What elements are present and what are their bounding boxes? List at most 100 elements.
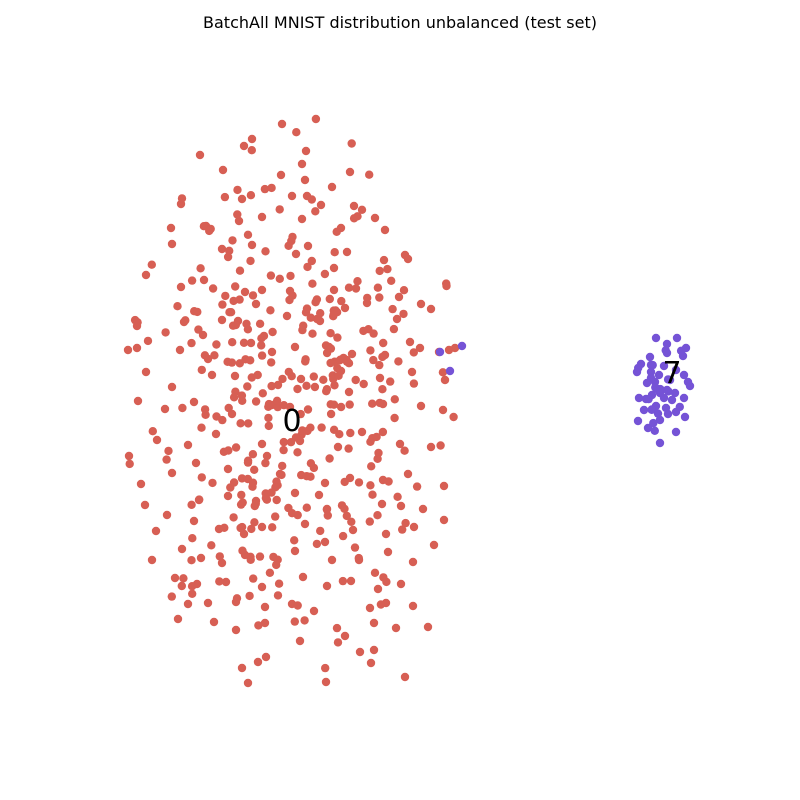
data-point-0: [312, 539, 322, 549]
data-point-0: [220, 192, 230, 202]
data-point-0: [274, 579, 284, 588]
data-point-0: [439, 481, 449, 491]
data-point-0: [344, 387, 354, 397]
data-point-7: [663, 409, 673, 419]
data-point-0: [207, 370, 217, 380]
data-point-0: [378, 385, 387, 394]
data-point-0: [237, 490, 246, 500]
data-point-0: [332, 623, 342, 633]
data-point-7: [457, 341, 467, 351]
data-point-0: [237, 663, 247, 673]
data-point-0: [143, 336, 153, 346]
data-point-0: [197, 473, 206, 482]
data-point-0: [327, 555, 337, 565]
data-point-0: [278, 461, 287, 471]
data-point-0: [257, 522, 267, 532]
data-point-0: [325, 454, 334, 463]
data-point-0: [166, 223, 176, 233]
data-point-0: [188, 589, 197, 598]
data-point-0: [246, 338, 256, 348]
data-point-7: [659, 393, 669, 403]
data-point-0: [226, 483, 235, 492]
data-point-0: [291, 249, 301, 259]
data-point-7: [661, 346, 670, 355]
data-point-0: [272, 560, 281, 570]
data-point-0: [363, 293, 372, 303]
data-point-0: [290, 536, 299, 545]
data-point-0: [416, 401, 426, 411]
data-point-0: [307, 195, 316, 204]
data-point-0: [220, 523, 229, 532]
data-point-7: [662, 339, 672, 349]
chart-title: BatchAll MNIST distribution unbalanced (…: [203, 13, 597, 32]
data-point-0: [345, 167, 355, 177]
data-point-0: [308, 279, 317, 288]
data-point-0: [383, 547, 393, 557]
data-point-0: [260, 602, 270, 612]
data-point-0: [195, 150, 205, 160]
data-point-0: [229, 513, 238, 522]
data-point-0: [376, 600, 386, 609]
data-point-0: [221, 291, 230, 301]
data-point-0: [329, 310, 338, 319]
data-point-0: [301, 357, 310, 366]
data-point-0: [353, 212, 362, 221]
data-point-0: [309, 372, 318, 381]
data-point-0: [233, 210, 242, 219]
data-point-0: [351, 284, 361, 293]
data-point-7: [671, 365, 681, 375]
data-point-0: [365, 170, 374, 179]
data-point-0: [340, 504, 349, 513]
data-point-0: [394, 357, 403, 366]
data-point-7: [679, 370, 689, 380]
data-point-0: [373, 283, 383, 292]
data-point-0: [438, 368, 448, 377]
data-point-0: [279, 445, 288, 455]
data-point-0: [240, 287, 250, 297]
data-point-0: [250, 465, 259, 474]
data-point-0: [225, 246, 234, 255]
data-point-0: [253, 370, 262, 380]
data-point-0: [284, 367, 293, 377]
data-point-0: [394, 292, 404, 302]
data-point-0: [237, 391, 247, 400]
data-point-0: [293, 448, 302, 457]
data-point-0: [379, 573, 388, 582]
data-point-7: [643, 423, 653, 433]
data-point-0: [403, 469, 413, 479]
data-point-0: [322, 387, 331, 396]
data-point-0: [333, 638, 343, 647]
data-point-0: [191, 458, 201, 468]
data-point-0: [212, 412, 221, 421]
data-point-0: [284, 241, 293, 250]
data-point-0: [349, 201, 359, 211]
data-point-0: [224, 446, 233, 455]
data-point-0: [338, 531, 348, 541]
data-point-7: [651, 333, 661, 343]
data-point-0: [200, 351, 210, 360]
data-point-0: [300, 175, 310, 185]
data-point-0: [278, 374, 287, 384]
data-point-0: [257, 351, 267, 360]
data-point-0: [366, 658, 376, 668]
data-point-0: [235, 266, 245, 275]
data-point-0: [243, 458, 253, 467]
data-point-0: [416, 299, 426, 309]
data-point-0: [322, 581, 332, 591]
data-point-0: [124, 451, 134, 461]
data-point-0: [393, 492, 402, 501]
data-point-0: [279, 437, 288, 447]
data-point-0: [333, 442, 343, 452]
data-point-0: [302, 381, 311, 390]
data-point-0: [255, 552, 265, 561]
data-point-0: [267, 358, 276, 367]
data-point-0: [147, 555, 157, 565]
data-point-0: [368, 399, 377, 408]
data-point-0: [189, 516, 199, 526]
data-point-0: [132, 343, 142, 353]
data-point-0: [290, 546, 300, 556]
data-point-0: [398, 525, 407, 534]
data-point-0: [333, 333, 342, 342]
data-point-0: [234, 216, 244, 226]
data-point-0: [297, 214, 307, 224]
